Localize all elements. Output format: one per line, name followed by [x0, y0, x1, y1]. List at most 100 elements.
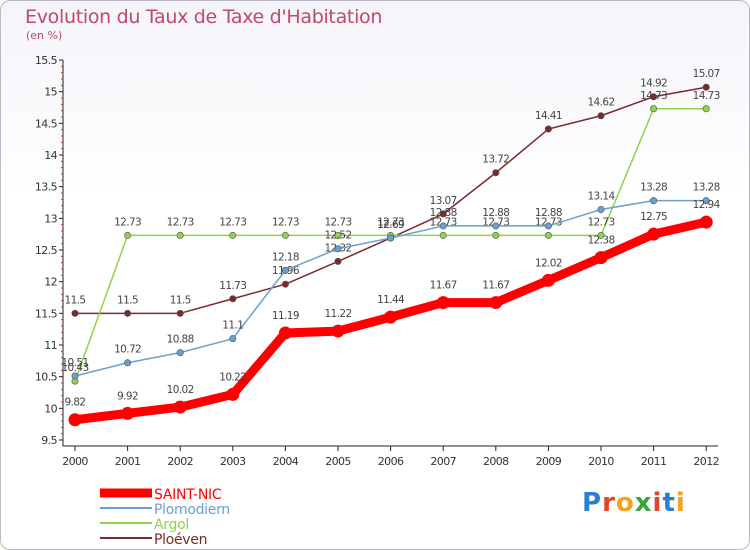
x-tick-label: 2005 — [325, 455, 351, 468]
data-label-saint-nic: 11.44 — [377, 294, 405, 306]
data-point-argol — [702, 105, 710, 113]
data-label-plo-ven: 11.5 — [65, 294, 86, 306]
data-label-argol: 14.73 — [693, 90, 720, 102]
data-label-plomodiern: 12.69 — [377, 219, 404, 231]
data-label-plo-ven: 11.5 — [170, 294, 191, 306]
data-point-plo-ven — [124, 309, 132, 317]
logo-letter: P — [582, 488, 603, 518]
y-tick-label: 10 — [44, 402, 57, 415]
logo-letter: i — [675, 488, 686, 518]
data-label-argol: 12.73 — [324, 216, 351, 228]
data-point-plomodiern — [387, 234, 395, 242]
data-label-argol: 10.43 — [61, 362, 88, 374]
data-label-argol: 12.73 — [114, 216, 141, 228]
data-label-plomodiern: 10.88 — [167, 334, 194, 346]
data-label-plomodiern: 10.72 — [114, 344, 141, 356]
y-tick-label: 9.5 — [41, 434, 57, 447]
x-tick-label: 2008 — [483, 455, 509, 468]
legend-label-plomodiern: Plomodiern — [154, 502, 230, 518]
data-label-plomodiern: 12.18 — [272, 251, 299, 263]
data-label-plo-ven: 13.72 — [482, 154, 509, 166]
data-point-plomodiern — [492, 222, 500, 230]
x-tick-label: 2003 — [220, 455, 246, 468]
x-tick-label: 2002 — [167, 455, 193, 468]
y-tick-label: 10.5 — [35, 371, 58, 384]
data-label-saint-nic: 9.82 — [65, 397, 86, 409]
data-point-plo-ven — [71, 309, 79, 317]
data-point-plomodiern — [650, 197, 658, 205]
y-tick-label: 14 — [44, 149, 57, 162]
y-tick-label: 11 — [44, 339, 57, 352]
data-label-plo-ven: 12.69 — [377, 219, 404, 231]
data-label-argol: 12.73 — [587, 216, 614, 228]
logo-letter: o — [615, 488, 635, 518]
data-point-saint-nic — [121, 406, 135, 420]
data-point-argol — [229, 231, 237, 239]
data-label-plo-ven: 14.41 — [535, 110, 562, 122]
data-label-argol: 12.73 — [219, 216, 246, 228]
data-label-plo-ven: 14.62 — [587, 97, 614, 109]
data-point-plo-ven — [176, 309, 184, 317]
data-label-argol: 12.73 — [272, 216, 299, 228]
data-point-plomodiern — [71, 372, 79, 380]
data-label-saint-nic: 12.38 — [587, 235, 614, 247]
data-point-plomodiern — [702, 197, 710, 205]
x-tick-label: 2012 — [693, 455, 719, 468]
data-point-argol — [124, 231, 132, 239]
data-label-plomodiern: 11.1 — [222, 320, 243, 332]
data-point-argol — [334, 231, 342, 239]
data-label-plo-ven: 13.07 — [430, 195, 457, 207]
data-point-plo-ven — [492, 169, 500, 177]
y-tick-label: 12 — [44, 276, 57, 289]
data-point-saint-nic — [541, 273, 555, 287]
legend-label-argol: Argol — [154, 517, 189, 533]
y-tick-label: 15 — [44, 86, 57, 99]
logo-letter: i — [652, 488, 663, 518]
data-label-saint-nic: 11.22 — [324, 308, 351, 320]
chart-title: Evolution du Taux de Taxe d'Habitation — [25, 6, 383, 28]
data-point-saint-nic — [68, 413, 82, 427]
data-point-plomodiern — [544, 222, 552, 230]
proxiti-logo: Proxiti — [582, 488, 686, 518]
data-point-saint-nic — [331, 324, 345, 338]
data-point-plo-ven — [544, 125, 552, 133]
y-tick-label: 13.5 — [35, 181, 58, 194]
data-label-plomodiern: 12.88 — [535, 207, 562, 219]
data-point-argol — [281, 231, 289, 239]
data-label-plo-ven: 15.07 — [693, 68, 720, 80]
x-tick-label: 2000 — [62, 455, 88, 468]
data-label-saint-nic: 12.94 — [693, 199, 721, 211]
legend-label-saint-nic: SAINT-NIC — [154, 487, 222, 503]
data-label-saint-nic: 10.22 — [219, 371, 246, 383]
data-point-plo-ven — [702, 83, 710, 91]
x-tick-label: 2001 — [115, 455, 141, 468]
logo-letter: r — [602, 488, 616, 518]
x-tick-label: 2009 — [536, 455, 562, 468]
data-point-argol — [597, 231, 605, 239]
data-point-plomodiern — [281, 266, 289, 274]
data-label-saint-nic: 11.67 — [482, 280, 509, 292]
data-label-saint-nic: 12.75 — [640, 211, 667, 223]
data-label-saint-nic: 9.92 — [117, 390, 138, 402]
data-point-saint-nic — [489, 296, 503, 310]
data-point-saint-nic — [173, 400, 187, 414]
data-label-saint-nic: 11.19 — [272, 310, 299, 322]
x-tick-label: 2010 — [588, 455, 614, 468]
data-point-argol — [176, 231, 184, 239]
x-tick-label: 2006 — [378, 455, 404, 468]
data-label-plomodiern: 13.14 — [587, 190, 615, 202]
data-point-plo-ven — [229, 295, 237, 303]
data-label-plo-ven: 11.73 — [219, 280, 246, 292]
data-point-argol — [439, 231, 447, 239]
data-label-plomodiern: 12.88 — [482, 207, 509, 219]
y-tick-label: 11.5 — [35, 307, 58, 320]
data-label-argol: 14.73 — [640, 90, 667, 102]
data-point-plo-ven — [334, 257, 342, 265]
data-label-plomodiern: 12.88 — [430, 207, 457, 219]
data-point-plomodiern — [124, 359, 132, 367]
y-tick-label: 13 — [44, 212, 57, 225]
data-point-plomodiern — [439, 222, 447, 230]
chart-subtitle: (en %) — [26, 29, 63, 42]
